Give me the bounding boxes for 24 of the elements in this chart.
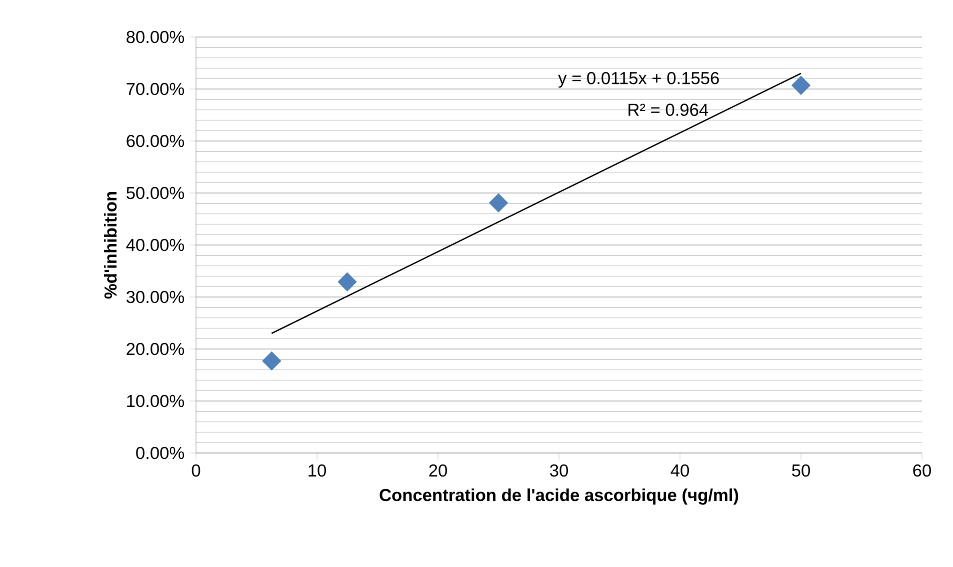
y-tick-label: 50.00%: [126, 186, 184, 200]
y-tick-label: 10.00%: [127, 394, 184, 408]
x-tick-label: 40: [670, 464, 689, 477]
y-tick-label: 60.00%: [126, 134, 184, 148]
y-tick-label: 30.00%: [126, 290, 184, 304]
y-tick-label: 80.00%: [126, 30, 184, 44]
y-tick-label: 70.00%: [126, 82, 184, 96]
y-tick-label: 20.00%: [126, 342, 184, 356]
y-tick-label: 40.00%: [126, 238, 184, 252]
x-tick-label: 10: [308, 464, 326, 477]
annotation: y = 0.0115x + 0.1556: [558, 72, 719, 88]
annotation: R² = 0.964: [628, 104, 708, 116]
x-tick-label: 0: [192, 464, 200, 477]
x-tick-label: 60: [913, 464, 931, 477]
y-axis-title: %d'inhibition: [104, 192, 117, 299]
point: [262, 352, 281, 370]
point: [338, 272, 357, 292]
point: [792, 76, 810, 95]
x-axis-title: Concentration de l'acide ascorbique (чg/ml): [380, 488, 738, 505]
x-tick-label: 20: [429, 464, 447, 477]
x-tick-label: 50: [792, 464, 810, 477]
point: [489, 194, 508, 212]
x-tick-label: 30: [550, 464, 568, 477]
y-tick-label: 0.00%: [136, 446, 184, 460]
